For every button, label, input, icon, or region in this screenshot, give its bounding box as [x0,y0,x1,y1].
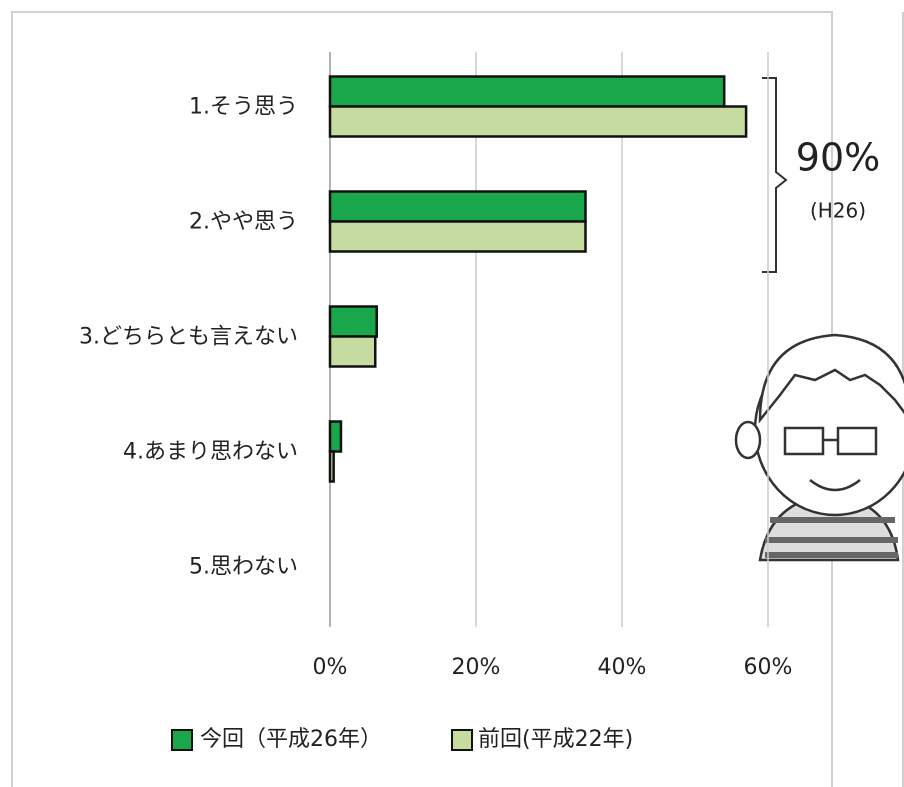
y-tick-label: 4.あまり思わない [123,440,298,465]
y-tick-label: 1.そう思う [189,95,298,120]
bar [330,452,334,482]
annotation: 90% [796,136,880,180]
legend-label: 前回(平成22年) [478,727,633,752]
x-tick-label: 40% [598,655,647,680]
annotation: (H26) [810,199,866,223]
bar [330,307,377,337]
bar [330,422,341,452]
x-tick-label: 60% [744,655,793,680]
chart: 90% (H26) 今回（平成26年） 前回(平成22年) 0% 20% 40% 60… [0,0,904,787]
legend-label: 今回（平成26年） [200,727,382,752]
bar [330,77,724,107]
y-tick-label: 5.思わない [189,555,298,580]
bar [330,337,375,367]
y-tick-label: 3.どちらとも言えない [79,325,298,350]
y-tick-label: 2.やや思う [189,210,298,235]
x-tick-label: 0% [313,655,348,680]
bar [330,107,746,137]
bar [330,192,586,222]
legend-swatch [452,730,472,750]
bracket [762,78,786,272]
legend-swatch [172,730,192,750]
bar [330,222,586,252]
illustration [736,335,904,560]
x-tick-label: 20% [452,655,501,680]
